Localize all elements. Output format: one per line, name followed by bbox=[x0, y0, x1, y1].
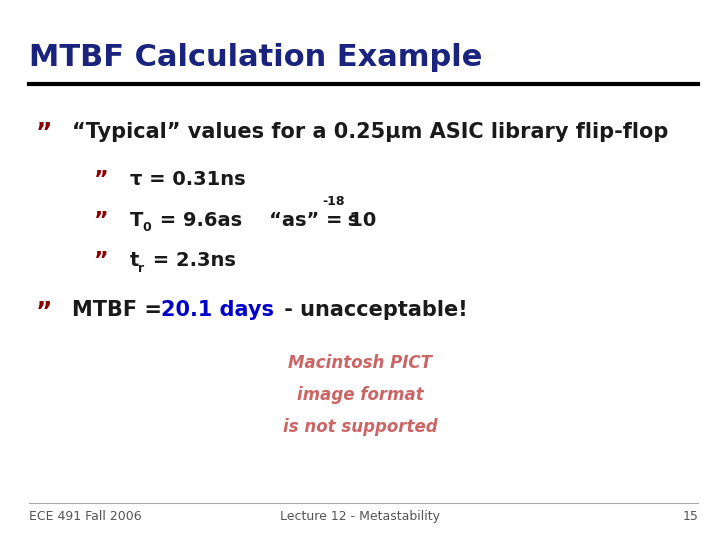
Text: = 2.3ns: = 2.3ns bbox=[146, 251, 236, 270]
Text: 0: 0 bbox=[143, 221, 151, 234]
Text: s: s bbox=[341, 211, 359, 229]
Text: “Typical” values for a 0.25µm ASIC library flip-flop: “Typical” values for a 0.25µm ASIC libra… bbox=[72, 122, 668, 141]
Text: ”: ” bbox=[94, 211, 108, 231]
Text: ”: ” bbox=[36, 122, 53, 145]
Text: 15: 15 bbox=[683, 510, 698, 523]
Text: t: t bbox=[130, 251, 139, 270]
Text: -18: -18 bbox=[323, 195, 345, 208]
Text: image format: image format bbox=[297, 386, 423, 404]
Text: ”: ” bbox=[94, 170, 108, 190]
Text: MTBF =: MTBF = bbox=[72, 300, 169, 320]
Text: ”: ” bbox=[94, 251, 108, 271]
Text: Macintosh PICT: Macintosh PICT bbox=[288, 354, 432, 372]
Text: is not supported: is not supported bbox=[283, 418, 437, 436]
Text: r: r bbox=[138, 262, 144, 275]
Text: ”: ” bbox=[36, 300, 53, 323]
Text: τ = 0.31ns: τ = 0.31ns bbox=[130, 170, 246, 189]
Text: T: T bbox=[130, 211, 143, 229]
Text: MTBF Calculation Example: MTBF Calculation Example bbox=[29, 43, 482, 72]
Text: 20.1 days: 20.1 days bbox=[161, 300, 274, 320]
Text: Lecture 12 - Metastability: Lecture 12 - Metastability bbox=[280, 510, 440, 523]
Text: - unacceptable!: - unacceptable! bbox=[277, 300, 468, 320]
Text: = 9.6as    “as” = 10: = 9.6as “as” = 10 bbox=[153, 211, 376, 229]
Text: ECE 491 Fall 2006: ECE 491 Fall 2006 bbox=[29, 510, 141, 523]
